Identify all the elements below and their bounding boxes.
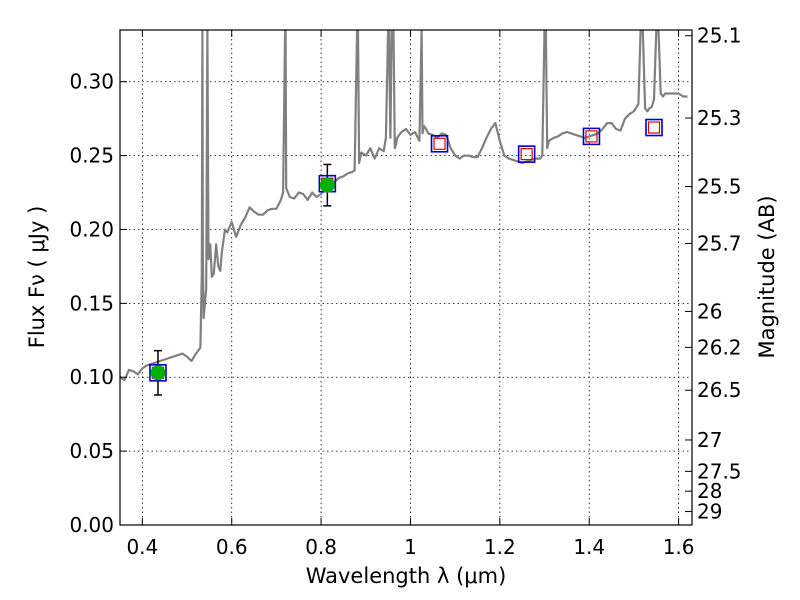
- y-tick-label: 0.10: [69, 365, 114, 389]
- right-tick-label: 27: [697, 428, 722, 452]
- model-band-inner: [433, 137, 446, 150]
- model-band-square: [149, 364, 167, 382]
- model-band-square: [645, 118, 663, 137]
- model-band-square: [582, 127, 601, 146]
- plot-frame: [119, 29, 693, 526]
- x-tick-label: 1.6: [663, 535, 695, 559]
- observed-point: [150, 365, 166, 381]
- right-axis-label: Magnitude (AB): [755, 195, 779, 358]
- x-tick-label: 1.2: [484, 535, 516, 559]
- axis-ticks: [120, 30, 692, 526]
- x-tick-label: 0.8: [305, 535, 337, 559]
- right-tick-label: 27.5: [697, 459, 742, 483]
- model-spectrum-line: [120, 30, 688, 382]
- model-band-inner: [585, 130, 598, 143]
- right-tick-label: 28: [697, 479, 722, 503]
- model-band-inner: [520, 148, 533, 161]
- y-tick-label: 0.30: [69, 70, 114, 94]
- data-points-layer: [149, 118, 663, 396]
- x-axis-label: Wavelength λ (μm): [306, 564, 507, 588]
- y-tick-label: 0.15: [69, 291, 114, 315]
- right-tick-label: 25.5: [697, 174, 742, 198]
- x-tick-label: 1: [404, 535, 417, 559]
- x-tick-label: 0.4: [126, 535, 158, 559]
- model-band-inner: [647, 121, 661, 134]
- model-band-square: [430, 134, 449, 153]
- model-spectrum-layer: [120, 30, 688, 382]
- y-tick-label: 0.00: [69, 513, 114, 537]
- right-tick-label: 29: [697, 500, 722, 524]
- y-axis-label: Flux Fν ( μJy ): [25, 206, 49, 349]
- right-tick-label: 25.1: [697, 24, 742, 48]
- y-tick-label: 0.20: [69, 217, 114, 241]
- model-band-square: [517, 145, 536, 163]
- tick-labels: 0.4 0.6 0.8 1 1.2 1.4 1.6 0.00 0.05 0.10 0.15 0.20 0…: [69, 24, 741, 559]
- right-tick-label: 25.3: [697, 106, 742, 130]
- grid: [120, 30, 692, 526]
- right-tick-label: 25.7: [697, 231, 742, 255]
- observed-point: [319, 177, 335, 193]
- right-tick-label: 26.2: [697, 335, 742, 359]
- x-tick-label: 1.4: [573, 535, 605, 559]
- y-tick-label: 0.25: [69, 144, 114, 168]
- right-tick-label: 26.5: [697, 378, 742, 402]
- right-tick-label: 26: [697, 299, 722, 323]
- x-tick-label: 0.6: [216, 535, 248, 559]
- y-tick-label: 0.05: [69, 439, 114, 463]
